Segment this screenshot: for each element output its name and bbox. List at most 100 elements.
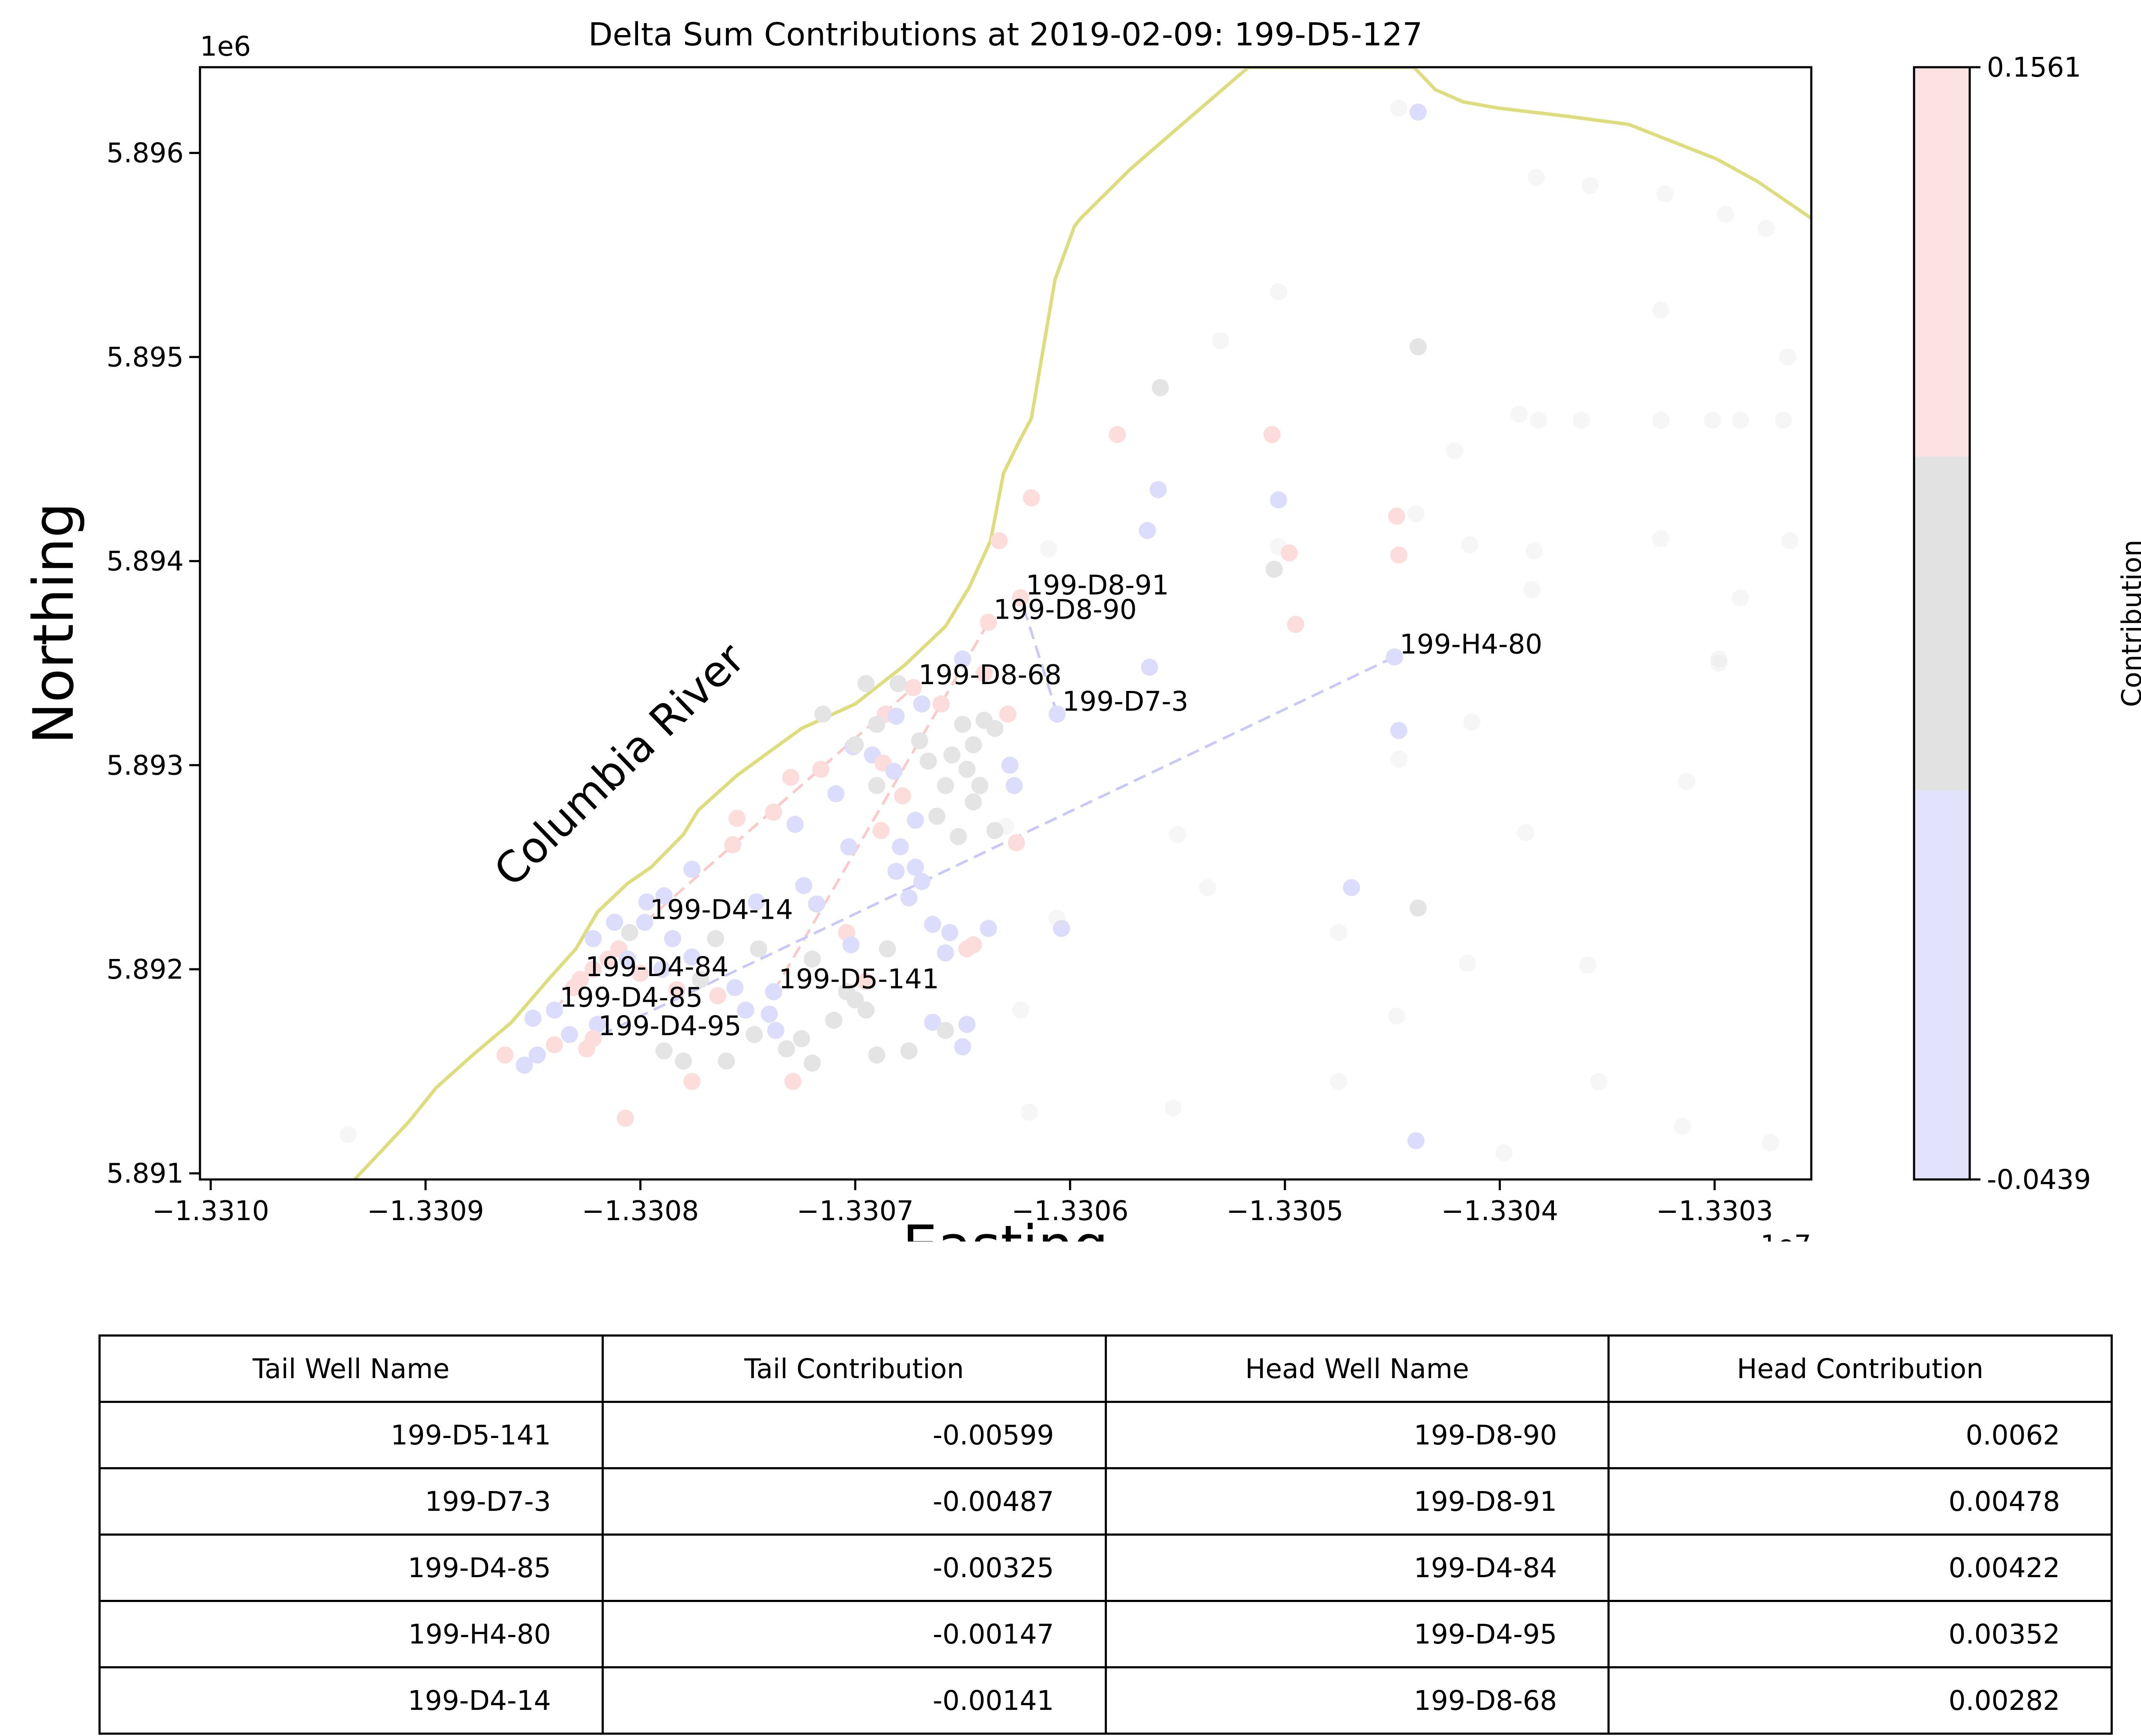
well-point bbox=[1717, 205, 1734, 223]
figure-background bbox=[0, 0, 2141, 1242]
well-label: 199-D4-95 bbox=[598, 1010, 741, 1042]
well-point bbox=[868, 777, 886, 794]
well-point bbox=[599, 950, 617, 968]
x-tick-label: −1.3305 bbox=[1226, 1195, 1343, 1227]
well-point bbox=[1732, 589, 1749, 607]
head-contribution: 0.00422 bbox=[1607, 1534, 2113, 1602]
well-point bbox=[745, 1026, 763, 1043]
colorbar-band bbox=[1914, 67, 1970, 457]
well-point bbox=[1280, 544, 1298, 562]
well-point bbox=[748, 893, 765, 911]
well-point bbox=[1581, 177, 1599, 194]
well-label: 199-D8-68 bbox=[918, 659, 1062, 691]
well-point bbox=[1023, 489, 1040, 506]
x-axis: −1.3310 −1.3309 −1.3308 −1.3307 −1.3306 −1.33… bbox=[152, 1179, 1773, 1227]
y-tick-label: 5.893 bbox=[107, 750, 184, 781]
well-point bbox=[954, 650, 972, 668]
well-point bbox=[664, 930, 681, 947]
head-well-name: 199-D4-84 bbox=[1104, 1534, 1610, 1602]
well-point bbox=[975, 664, 993, 682]
well-label: 199-D7-3 bbox=[1062, 686, 1188, 717]
labeled-well-point bbox=[765, 983, 782, 1001]
well-point bbox=[937, 777, 954, 794]
well-point bbox=[750, 940, 767, 958]
well-point bbox=[842, 936, 860, 953]
head-contribution: 0.0062 bbox=[1607, 1401, 2113, 1469]
tail-well-name: 199-D7-3 bbox=[98, 1467, 604, 1536]
well-point bbox=[906, 812, 924, 829]
table-header-cell: Tail Well Name bbox=[98, 1334, 604, 1403]
well-point bbox=[584, 961, 602, 978]
well-point bbox=[887, 863, 905, 880]
well-point bbox=[1704, 411, 1721, 429]
well-label: 199-D8-91 bbox=[1026, 569, 1169, 601]
well-point bbox=[1270, 491, 1287, 509]
well-point bbox=[1530, 411, 1547, 429]
tail-well-name: 199-H4-80 bbox=[98, 1600, 604, 1668]
well-point bbox=[524, 1009, 542, 1027]
well-point bbox=[1053, 920, 1070, 937]
y-tick-label: 5.896 bbox=[107, 137, 184, 169]
well-point bbox=[1652, 301, 1670, 319]
x-tick-label: −1.3309 bbox=[367, 1195, 484, 1227]
well-label: 199-D4-14 bbox=[650, 894, 793, 925]
well-point bbox=[1590, 1073, 1607, 1090]
colorbar-frame bbox=[1913, 66, 1971, 1181]
well-point bbox=[496, 1046, 514, 1064]
x-tick-label: −1.3304 bbox=[1441, 1195, 1558, 1227]
well-point bbox=[911, 732, 928, 750]
well-point bbox=[924, 916, 941, 933]
well-point bbox=[1390, 546, 1407, 564]
well-point bbox=[919, 752, 937, 770]
head-well-name: 199-D8-90 bbox=[1104, 1401, 1610, 1469]
well-point bbox=[784, 1073, 802, 1090]
well-point bbox=[1779, 348, 1796, 366]
well-point bbox=[737, 1001, 754, 1019]
colorbar-label: Contribution bbox=[2116, 539, 2141, 707]
well-point bbox=[965, 936, 982, 953]
colorbar-band bbox=[1914, 790, 1970, 1179]
well-point bbox=[1409, 899, 1427, 917]
pair-line bbox=[1019, 597, 1059, 715]
table-header-cell: Head Contribution bbox=[1607, 1334, 2113, 1403]
well-point bbox=[621, 924, 638, 941]
colorbar-max-label: 0.1561 bbox=[1987, 52, 2081, 83]
well-point bbox=[1287, 616, 1304, 633]
well-point bbox=[990, 532, 1008, 549]
well-point bbox=[546, 1036, 563, 1054]
well-point bbox=[728, 810, 746, 827]
y-tick-label: 5.895 bbox=[107, 342, 184, 373]
well-point bbox=[872, 822, 890, 839]
well-point bbox=[1710, 654, 1728, 672]
well-point bbox=[906, 858, 924, 876]
contribution-table: Tail Well Name Tail Contribution Head We… bbox=[98, 1334, 2113, 1735]
table-header-cell: Head Well Name bbox=[1104, 1334, 1610, 1403]
pair-line bbox=[592, 655, 1395, 1040]
labeled-well-point bbox=[1386, 648, 1403, 666]
colorbar-bands bbox=[1914, 67, 1970, 1179]
well-point bbox=[1390, 750, 1407, 768]
well-point bbox=[1109, 426, 1126, 444]
table-row: 199-D4-85 -0.00325 199-D4-84 0.00422 bbox=[98, 1534, 2113, 1602]
well-point bbox=[980, 920, 997, 937]
table-row: 199-D4-14 -0.00141 199-D8-68 0.00282 bbox=[98, 1666, 2113, 1735]
well-point bbox=[619, 950, 636, 968]
well-point bbox=[724, 836, 742, 854]
well-point bbox=[1459, 954, 1476, 972]
well-point bbox=[1409, 338, 1427, 356]
well-point bbox=[767, 1022, 784, 1039]
well-point bbox=[561, 1026, 578, 1043]
labeled-well-point bbox=[980, 613, 997, 631]
well-point bbox=[692, 971, 710, 988]
tail-contribution: -0.00487 bbox=[601, 1467, 1107, 1536]
well-point bbox=[1510, 405, 1528, 423]
well-point bbox=[868, 1046, 886, 1064]
well-point bbox=[726, 979, 744, 996]
well-point bbox=[958, 760, 976, 778]
well-point bbox=[1169, 826, 1186, 843]
well-point bbox=[1199, 879, 1217, 896]
x-tick-label: −1.3307 bbox=[797, 1195, 914, 1227]
colorbar-min-label: -0.0439 bbox=[1987, 1164, 2091, 1195]
tail-contribution: -0.00599 bbox=[601, 1401, 1107, 1469]
well-point bbox=[1330, 924, 1348, 941]
